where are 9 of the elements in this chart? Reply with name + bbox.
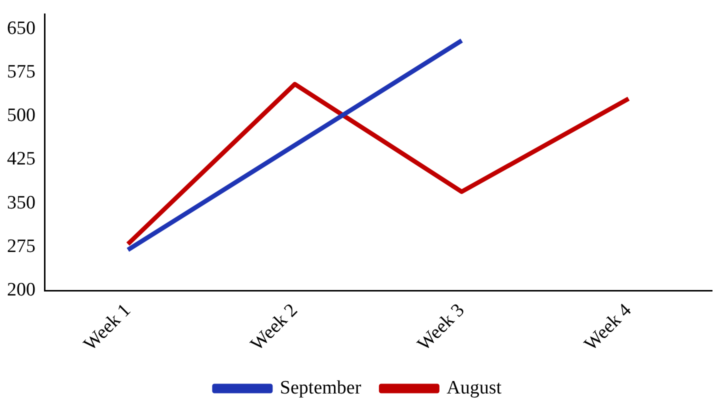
legend-label: September (280, 377, 362, 398)
y-tick-label: 650 (7, 18, 36, 39)
y-tick-label: 350 (7, 192, 36, 214)
y-tick-label: 500 (7, 105, 36, 126)
y-tick-label: 200 (7, 280, 36, 301)
y-tick-label: 575 (7, 62, 36, 83)
y-tick-label: 275 (7, 236, 36, 257)
legend-label: August (446, 377, 502, 398)
y-tick-label: 425 (7, 148, 36, 170)
